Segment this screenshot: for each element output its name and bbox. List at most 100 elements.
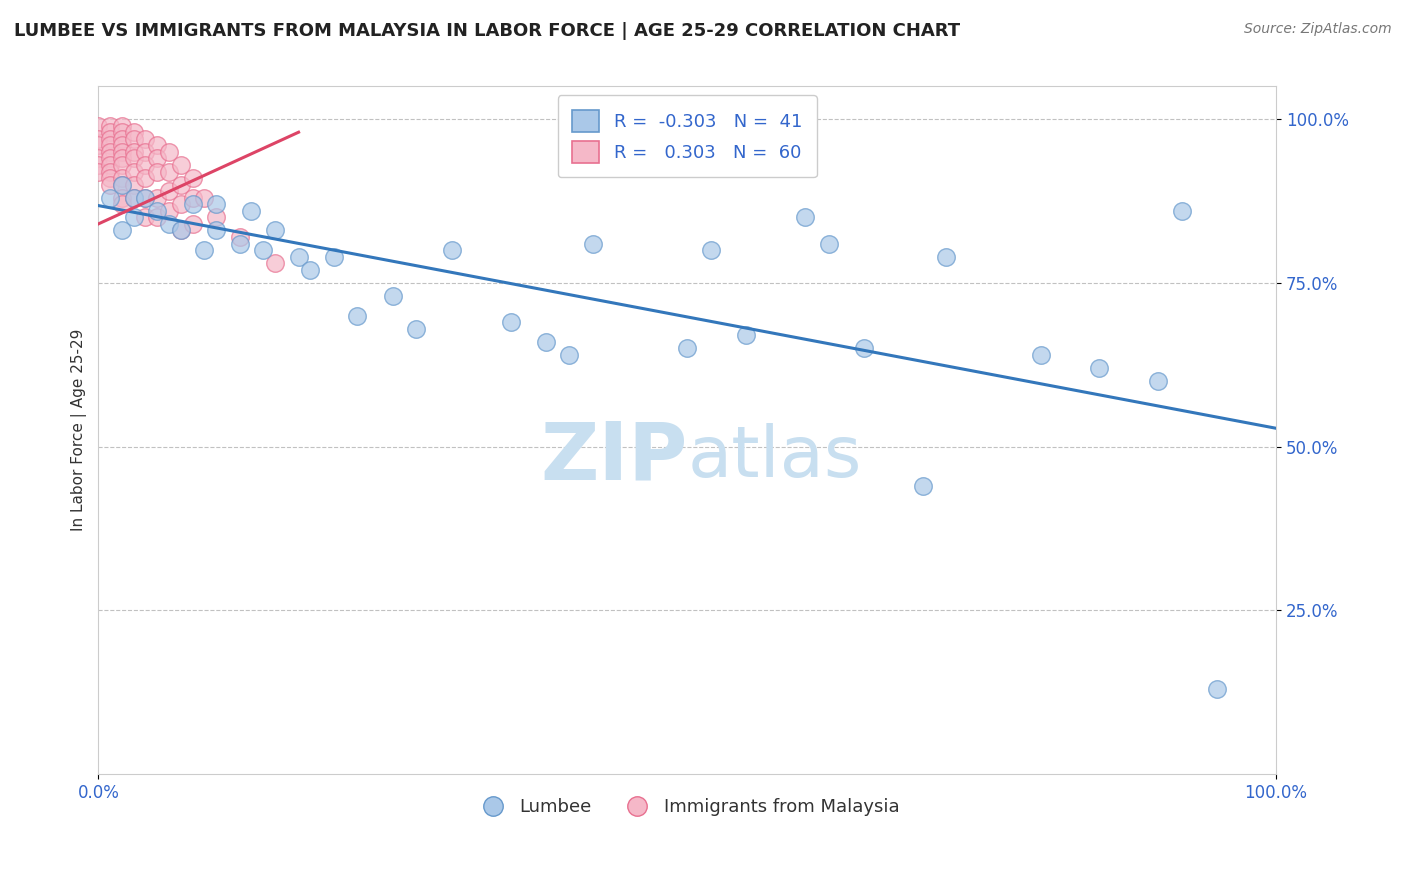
Point xyxy=(111,178,134,192)
Point xyxy=(98,152,121,166)
Point xyxy=(134,191,156,205)
Point xyxy=(98,138,121,153)
Text: atlas: atlas xyxy=(688,423,862,492)
Point xyxy=(134,132,156,146)
Point xyxy=(911,479,934,493)
Point xyxy=(87,164,110,178)
Point xyxy=(134,158,156,172)
Legend: Lumbee, Immigrants from Malaysia: Lumbee, Immigrants from Malaysia xyxy=(467,791,907,823)
Point xyxy=(170,158,193,172)
Point xyxy=(817,236,839,251)
Point xyxy=(205,197,228,211)
Point xyxy=(98,132,121,146)
Point xyxy=(87,132,110,146)
Point xyxy=(157,203,180,218)
Point xyxy=(98,125,121,139)
Point xyxy=(146,211,169,225)
Point xyxy=(157,184,180,198)
Point xyxy=(146,164,169,178)
Point xyxy=(111,197,134,211)
Point xyxy=(111,119,134,133)
Point xyxy=(122,191,145,205)
Point xyxy=(98,119,121,133)
Point xyxy=(1147,374,1170,388)
Point xyxy=(134,145,156,159)
Point xyxy=(122,164,145,178)
Point xyxy=(111,152,134,166)
Point xyxy=(122,152,145,166)
Point xyxy=(205,211,228,225)
Point xyxy=(264,223,287,237)
Point xyxy=(87,138,110,153)
Point xyxy=(181,197,204,211)
Point xyxy=(852,342,875,356)
Point xyxy=(157,164,180,178)
Point xyxy=(264,256,287,270)
Text: LUMBEE VS IMMIGRANTS FROM MALAYSIA IN LABOR FORCE | AGE 25-29 CORRELATION CHART: LUMBEE VS IMMIGRANTS FROM MALAYSIA IN LA… xyxy=(14,22,960,40)
Point xyxy=(193,191,215,205)
Point xyxy=(122,132,145,146)
Point xyxy=(134,211,156,225)
Point xyxy=(440,243,463,257)
Point xyxy=(676,342,699,356)
Point xyxy=(181,171,204,186)
Point xyxy=(170,178,193,192)
Point xyxy=(252,243,274,257)
Point xyxy=(122,178,145,192)
Point xyxy=(240,203,263,218)
Point xyxy=(111,223,134,237)
Point xyxy=(1029,348,1052,362)
Point xyxy=(228,230,250,244)
Point xyxy=(205,223,228,237)
Point xyxy=(98,145,121,159)
Point xyxy=(170,223,193,237)
Point xyxy=(700,243,723,257)
Point xyxy=(122,191,145,205)
Point xyxy=(381,289,404,303)
Point xyxy=(794,211,817,225)
Point xyxy=(170,197,193,211)
Point xyxy=(558,348,581,362)
Point xyxy=(287,250,309,264)
Point xyxy=(87,158,110,172)
Point xyxy=(98,158,121,172)
Point xyxy=(1088,361,1111,376)
Point xyxy=(1171,203,1194,218)
Point xyxy=(98,171,121,186)
Point xyxy=(346,309,368,323)
Point xyxy=(111,132,134,146)
Point xyxy=(193,243,215,257)
Point xyxy=(87,152,110,166)
Point xyxy=(134,171,156,186)
Point xyxy=(134,191,156,205)
Point xyxy=(111,145,134,159)
Point xyxy=(157,145,180,159)
Point xyxy=(111,191,134,205)
Point xyxy=(582,236,605,251)
Point xyxy=(735,328,758,343)
Point xyxy=(228,236,250,251)
Point xyxy=(405,322,427,336)
Point xyxy=(98,164,121,178)
Point xyxy=(181,191,204,205)
Point xyxy=(146,138,169,153)
Point xyxy=(1206,681,1229,696)
Text: ZIP: ZIP xyxy=(540,418,688,497)
Point xyxy=(111,125,134,139)
Point xyxy=(499,315,522,329)
Point xyxy=(935,250,957,264)
Point xyxy=(122,125,145,139)
Point xyxy=(111,158,134,172)
Point xyxy=(122,211,145,225)
Point xyxy=(111,138,134,153)
Point xyxy=(146,203,169,218)
Text: Source: ZipAtlas.com: Source: ZipAtlas.com xyxy=(1244,22,1392,37)
Point xyxy=(170,223,193,237)
Point xyxy=(111,171,134,186)
Point xyxy=(534,334,557,349)
Point xyxy=(98,191,121,205)
Point xyxy=(146,152,169,166)
Point xyxy=(299,262,322,277)
Point xyxy=(146,191,169,205)
Point xyxy=(87,119,110,133)
